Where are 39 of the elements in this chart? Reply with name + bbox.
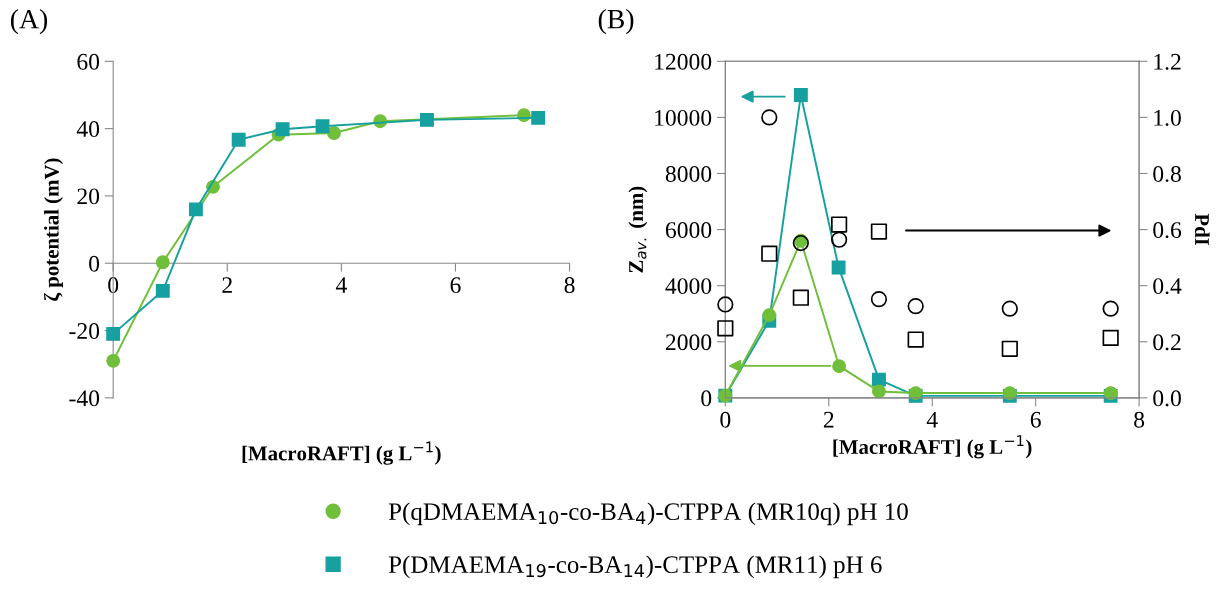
x-tick-label: 2	[823, 411, 834, 428]
y2-tick-label: 0.6	[1153, 222, 1182, 239]
y2-tick-label: 1.0	[1154, 109, 1181, 126]
y-tick-label: 40	[76, 121, 100, 138]
y2-tick-label: 0.2	[1153, 334, 1181, 351]
y-tick-label: 2000	[665, 334, 712, 351]
y-tick-label: -20	[69, 323, 100, 339]
y-tick-label: 20	[77, 188, 100, 205]
y-axis-title: ζ potential (mV)	[43, 158, 63, 301]
y-tick-label: 60	[77, 53, 100, 70]
legend-label: P(qDMAEMA$_{10}$-co-BA$_{4}$)-CTPPA (MR10q) pH 10	[388, 502, 908, 526]
y-axis-title: Z$_{av.}$ (nm)	[628, 186, 648, 273]
y2-axis-title: PdI	[1194, 213, 1210, 246]
y2-tick-label: 1.2	[1154, 53, 1181, 70]
y-tick-label: 0	[701, 390, 712, 407]
y2-tick-label: 0.4	[1153, 278, 1182, 295]
x-tick-label: 6	[450, 277, 461, 294]
x-tick-label: 0	[108, 277, 119, 294]
y-tick-label: 4000	[665, 278, 712, 295]
y-tick-label: 10000	[655, 109, 712, 126]
y-tick-label: 0	[89, 255, 100, 272]
chart-title: (A)	[10, 9, 48, 35]
x-tick-label: 0	[720, 411, 731, 428]
legend-label: P(DMAEMA$_{19}$-co-BA$_{14}$)-CTPPA (MR11) pH 6	[388, 555, 882, 579]
x-tick-label: 2	[222, 277, 232, 293]
y2-tick-label: 0.0	[1153, 390, 1181, 407]
y-tick-label: 12000	[655, 53, 712, 70]
y-tick-label: -40	[69, 390, 100, 407]
x-tick-label: 4	[335, 277, 347, 293]
x-tick-label: 4	[926, 411, 938, 428]
x-tick-label: 8	[564, 277, 575, 294]
x-tick-label: 6	[1030, 411, 1041, 428]
y-tick-label: 6000	[665, 222, 712, 239]
x-axis-title: [MacroRAFT] (g L$^{−1}$)	[833, 435, 1032, 459]
y2-tick-label: 0.8	[1153, 165, 1181, 183]
x-tick-label: 8	[1134, 411, 1145, 428]
y-tick-label: 8000	[665, 165, 712, 182]
x-axis-title: [MacroRAFT] (g L$^{−1}$)	[242, 441, 441, 465]
chart-title: (B)	[598, 9, 634, 35]
